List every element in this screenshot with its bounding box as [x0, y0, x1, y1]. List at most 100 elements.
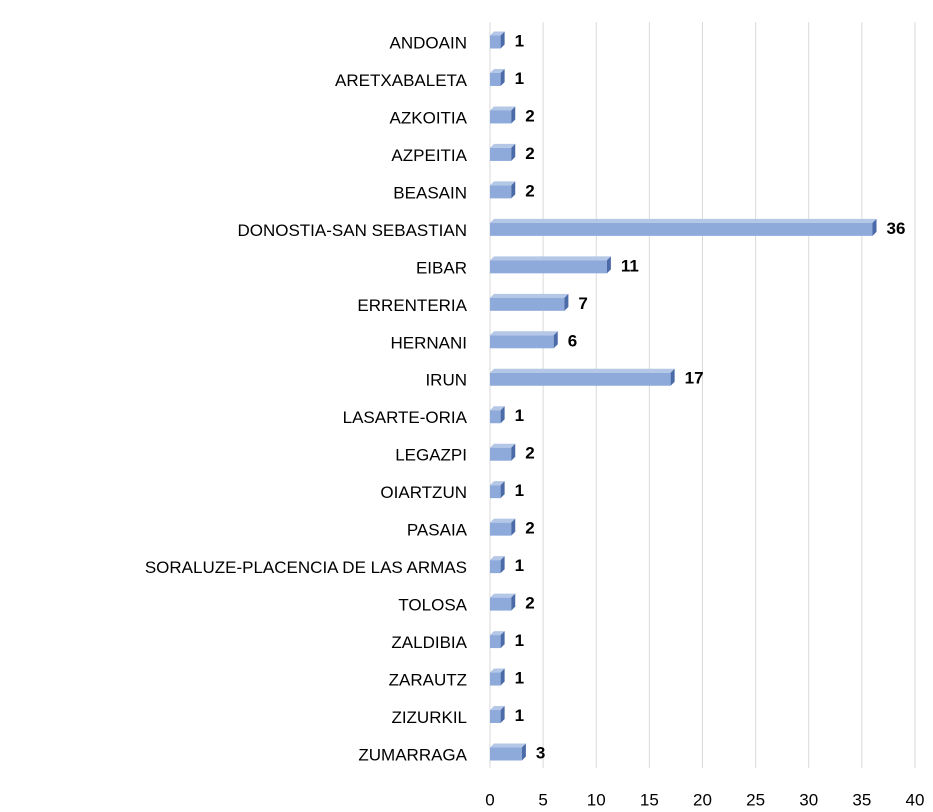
- bar-top: [490, 331, 558, 336]
- x-tick-label: 30: [799, 790, 818, 809]
- value-label: 6: [568, 331, 577, 350]
- bar: [490, 447, 512, 461]
- bar-top: [490, 256, 611, 261]
- x-tick-label: 25: [746, 790, 765, 809]
- bar: [490, 335, 554, 349]
- bar-top: [490, 743, 526, 748]
- value-label: 17: [685, 369, 704, 388]
- bar-side: [500, 668, 505, 686]
- bar-side: [500, 481, 505, 499]
- x-tick-label: 5: [538, 790, 547, 809]
- bar: [490, 297, 565, 311]
- bar-side: [511, 593, 516, 611]
- value-label: 2: [525, 144, 534, 163]
- bar-top: [490, 368, 675, 373]
- x-tick-label: 20: [693, 790, 712, 809]
- bar: [490, 560, 501, 574]
- bar-top: [490, 593, 516, 598]
- y-tick-label: SORALUZE-PLACENCIA DE LAS ARMAS: [145, 558, 467, 577]
- bar-side: [670, 368, 675, 386]
- bar: [490, 710, 501, 724]
- bar: [490, 522, 512, 536]
- bar-top: [490, 518, 516, 523]
- x-tick-label: 35: [852, 790, 871, 809]
- bar: [490, 672, 501, 686]
- bar-side: [511, 518, 516, 536]
- x-tick-label: 0: [485, 790, 494, 809]
- value-label: 1: [515, 556, 524, 575]
- bar: [490, 410, 501, 424]
- bar-top: [490, 406, 505, 411]
- y-tick-label: EIBAR: [416, 258, 467, 277]
- value-label: 1: [515, 31, 524, 50]
- y-tick-label: BEASAIN: [393, 183, 467, 202]
- bar-side: [521, 743, 526, 761]
- y-tick-label: TOLOSA: [398, 596, 467, 615]
- bar: [490, 260, 607, 274]
- bar-side: [511, 143, 516, 161]
- y-tick-label: ERRENTERIA: [357, 296, 467, 315]
- y-tick-label: LEGAZPI: [395, 446, 467, 465]
- y-tick-label: ZUMARRAGA: [358, 745, 467, 764]
- bar: [490, 110, 512, 124]
- bar-side: [872, 218, 877, 236]
- bar-top: [490, 293, 569, 298]
- bar-top: [490, 181, 516, 186]
- bar: [490, 635, 501, 649]
- y-tick-label: LASARTE-ORIA: [343, 408, 468, 427]
- bar-top: [490, 106, 516, 111]
- bar-side: [606, 256, 611, 274]
- y-tick-label: HERNANI: [390, 333, 467, 352]
- value-label: 1: [515, 669, 524, 688]
- bar-side: [511, 443, 516, 461]
- bar: [490, 222, 873, 236]
- bar-side: [511, 106, 516, 124]
- value-label: 1: [515, 706, 524, 725]
- y-tick-label: ZARAUTZ: [389, 671, 467, 690]
- x-tick-label: 15: [640, 790, 659, 809]
- y-tick-label: ZALDIBIA: [391, 633, 467, 652]
- y-tick-label: OIARTZUN: [380, 483, 467, 502]
- bar: [490, 147, 512, 161]
- value-label: 1: [515, 69, 524, 88]
- bar-side: [564, 293, 569, 311]
- bar-top: [490, 218, 877, 223]
- bar-side: [511, 181, 516, 199]
- bar-side: [553, 331, 558, 349]
- y-tick-label: ANDOAIN: [390, 33, 467, 52]
- x-tick-label: 10: [587, 790, 606, 809]
- value-label: 2: [525, 519, 534, 538]
- y-tick-label: ARETXABALETA: [335, 71, 468, 90]
- value-label: 1: [515, 631, 524, 650]
- y-tick-label: ZIZURKIL: [391, 708, 467, 727]
- bar-top: [490, 31, 505, 36]
- value-label: 2: [525, 181, 534, 200]
- bar-side: [500, 406, 505, 424]
- value-label: 2: [525, 106, 534, 125]
- bar-top: [490, 706, 505, 711]
- value-label: 7: [578, 294, 587, 313]
- bar-top: [490, 668, 505, 673]
- x-tick-label: 40: [906, 790, 925, 809]
- y-tick-label: PASAIA: [407, 521, 468, 540]
- value-label: 11: [621, 256, 639, 275]
- value-label: 1: [515, 481, 524, 500]
- value-label: 2: [525, 594, 534, 613]
- value-label: 2: [525, 444, 534, 463]
- bar-top: [490, 143, 516, 148]
- bar: [490, 372, 671, 386]
- y-tick-label: AZKOITIA: [390, 108, 468, 127]
- bar-side: [500, 706, 505, 724]
- bar-side: [500, 31, 505, 49]
- bar-top: [490, 443, 516, 448]
- bar: [490, 72, 501, 86]
- y-tick-label: IRUN: [425, 371, 467, 390]
- bar-side: [500, 556, 505, 574]
- value-label: 1: [515, 406, 524, 425]
- bar: [490, 485, 501, 499]
- bar-side: [500, 631, 505, 649]
- bar: [490, 747, 522, 761]
- bar: [490, 185, 512, 199]
- value-label: 36: [887, 219, 906, 238]
- bar-side: [500, 68, 505, 86]
